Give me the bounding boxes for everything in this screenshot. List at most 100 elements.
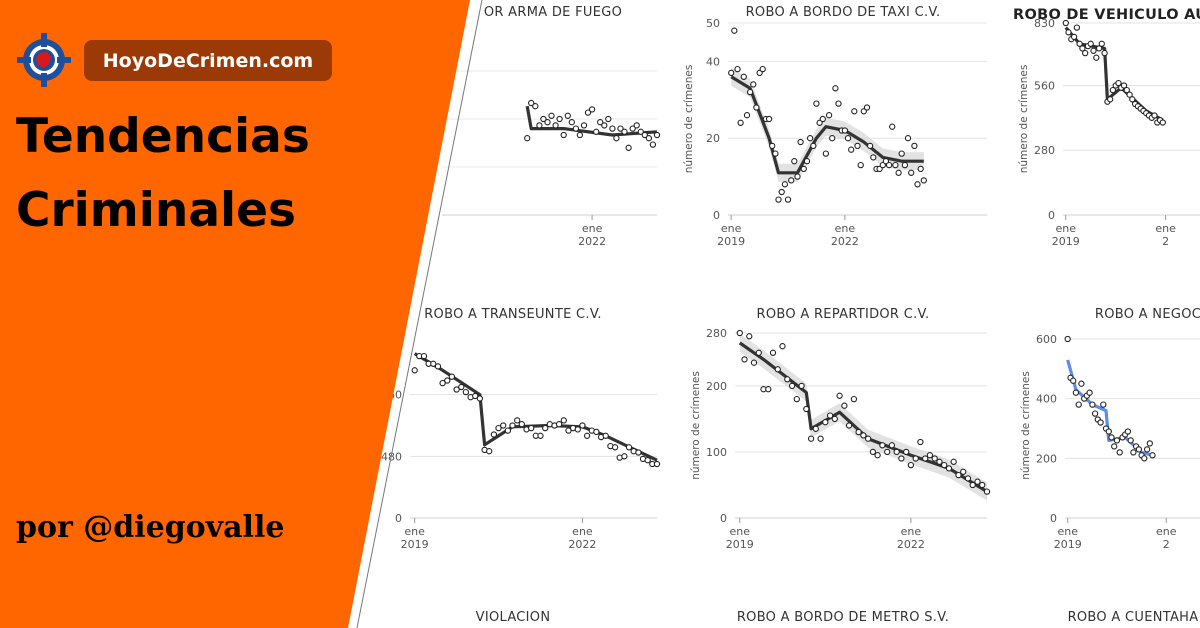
data-point bbox=[1091, 410, 1099, 417]
data-point bbox=[528, 99, 535, 107]
data-point bbox=[860, 432, 867, 439]
data-point bbox=[1101, 49, 1108, 57]
data-point bbox=[1111, 443, 1118, 450]
x-tick-label: 2019 bbox=[717, 235, 745, 248]
data-point bbox=[917, 438, 924, 446]
data-point bbox=[1120, 82, 1128, 89]
data-point bbox=[625, 144, 632, 151]
data-point bbox=[1151, 112, 1158, 119]
data-point bbox=[540, 115, 547, 123]
data-point bbox=[555, 421, 563, 428]
data-point bbox=[907, 461, 915, 469]
data-point bbox=[1115, 79, 1122, 87]
data-point bbox=[854, 142, 861, 150]
data-point bbox=[884, 448, 891, 456]
data-point bbox=[955, 471, 962, 479]
data-point bbox=[841, 402, 848, 409]
x-tick-label: 2022 bbox=[831, 235, 859, 248]
data-point bbox=[848, 146, 855, 153]
data-point bbox=[844, 135, 852, 142]
chart-title: OR ARMA DE FUEGO bbox=[484, 5, 622, 20]
data-point bbox=[1089, 401, 1096, 408]
data-point bbox=[601, 122, 608, 129]
data-point bbox=[1064, 335, 1071, 343]
data-point bbox=[1130, 449, 1137, 456]
data-point bbox=[476, 395, 484, 402]
x-tick-label: ene bbox=[729, 525, 750, 538]
trend-line bbox=[730, 75, 924, 175]
data-point bbox=[548, 112, 555, 119]
data-point bbox=[769, 349, 777, 356]
data-point bbox=[920, 177, 927, 184]
data-point bbox=[420, 352, 428, 360]
chart-panel: ROBO A BORDO DE TAXI C.V.0204050ene2019e… bbox=[683, 5, 987, 248]
x-tick-label: 2 bbox=[1163, 538, 1170, 551]
data-point bbox=[819, 115, 826, 123]
x-tick-label: ene bbox=[1155, 222, 1176, 235]
y-tick-label: 50 bbox=[706, 17, 720, 30]
data-point bbox=[588, 106, 596, 113]
data-point bbox=[841, 127, 849, 134]
data-point bbox=[803, 158, 811, 165]
data-point bbox=[490, 431, 498, 438]
data-point bbox=[857, 161, 864, 169]
data-point bbox=[621, 128, 628, 135]
data-point bbox=[788, 382, 796, 390]
data-point bbox=[609, 125, 616, 132]
data-point bbox=[532, 103, 539, 110]
chart-title: ROBO A BORDO DE TAXI C.V. bbox=[746, 5, 941, 20]
data-point bbox=[641, 131, 648, 139]
x-tick-label: 2022 bbox=[568, 538, 596, 551]
data-point bbox=[509, 422, 516, 429]
data-point bbox=[784, 376, 791, 383]
data-point bbox=[434, 363, 442, 370]
data-point bbox=[911, 142, 918, 150]
data-point bbox=[737, 119, 744, 126]
data-point bbox=[870, 154, 877, 161]
data-point bbox=[633, 122, 640, 129]
data-point bbox=[462, 388, 470, 396]
data-point bbox=[794, 173, 801, 180]
data-point bbox=[1100, 401, 1107, 408]
data-point bbox=[917, 165, 924, 173]
data-point bbox=[576, 131, 584, 139]
data-point bbox=[769, 142, 776, 150]
data-point bbox=[879, 161, 886, 169]
data-point bbox=[565, 427, 572, 434]
y-tick-label: 100 bbox=[706, 446, 727, 459]
data-point bbox=[1135, 446, 1143, 453]
data-point bbox=[822, 419, 829, 426]
data-point bbox=[448, 373, 456, 380]
chart-title: ROBO A CUENTAHA bbox=[1068, 610, 1199, 625]
data-point bbox=[1090, 47, 1097, 54]
data-point bbox=[518, 421, 525, 428]
x-tick-label: ene bbox=[404, 525, 425, 538]
y-tick-label: 560 bbox=[1034, 79, 1055, 92]
data-point bbox=[835, 100, 842, 107]
data-point bbox=[803, 405, 810, 413]
y-tick-label: 200 bbox=[1036, 452, 1057, 465]
data-point bbox=[822, 150, 830, 157]
data-point bbox=[572, 125, 580, 132]
data-point bbox=[969, 481, 976, 489]
data-point bbox=[793, 395, 800, 403]
data-point bbox=[629, 125, 636, 132]
data-point bbox=[613, 135, 620, 142]
data-point bbox=[580, 122, 588, 129]
data-point bbox=[810, 142, 817, 150]
data-point bbox=[593, 428, 600, 436]
data-point bbox=[1109, 86, 1117, 94]
data-point bbox=[560, 131, 567, 139]
data-point bbox=[1086, 389, 1093, 396]
data-point bbox=[898, 150, 905, 157]
chart-panel: ROBO A REPARTIDOR C.V.0100200280ene2019e… bbox=[690, 307, 991, 551]
data-point bbox=[869, 448, 877, 456]
data-point bbox=[831, 415, 838, 423]
data-point bbox=[579, 422, 586, 429]
chart-title: ROBO A TRANSEUNTE C.V. bbox=[424, 307, 602, 322]
data-point bbox=[914, 181, 921, 188]
data-point bbox=[1070, 33, 1078, 41]
data-point bbox=[817, 435, 824, 442]
data-point bbox=[855, 428, 862, 436]
